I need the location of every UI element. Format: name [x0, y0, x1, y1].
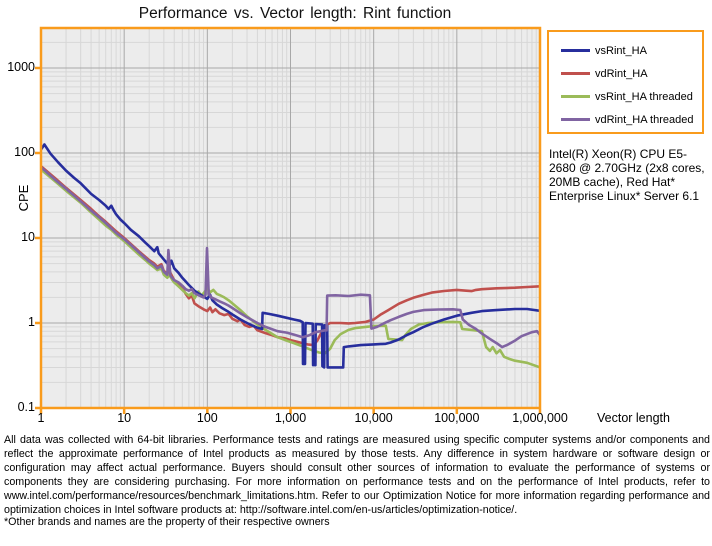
legend-entry: vsRint_HA	[561, 39, 702, 62]
legend-entry-label: vdRint_HA threaded	[595, 113, 694, 126]
y-axis-label: CPE	[16, 184, 31, 212]
legend-entry: vdRint_HA	[561, 62, 702, 85]
series-vdRint_HA-threaded	[41, 165, 540, 349]
x-axis-tick-label: 100,000	[434, 411, 480, 425]
x-axis-label: Vector length	[597, 411, 670, 425]
legend-line-swatch	[561, 118, 590, 121]
x-axis-tick-label: 1	[37, 411, 45, 425]
legend-line-swatch	[561, 72, 590, 75]
legend-entry-label: vsRint_HA threaded	[595, 90, 693, 103]
x-axis-tick-label: 1,000	[274, 411, 307, 425]
y-axis-tick-label: 1000	[7, 60, 35, 74]
system-info-note: Intel(R) Xeon(R) CPU E5-2680 @ 2.70GHz (…	[549, 147, 705, 203]
y-axis-tick-label: 10	[21, 230, 35, 244]
legend-entry-label: vsRint_HA	[595, 44, 647, 57]
series-vsRint_HA-threaded	[41, 168, 540, 369]
footer-brands-note: *Other brands and names are the property…	[4, 516, 330, 528]
y-axis-tick-label: 100	[14, 145, 35, 159]
legend-entry: vsRint_HA threaded	[561, 85, 702, 108]
series-vsRint_HA	[41, 143, 540, 369]
y-axis-tick-label: 0.1	[17, 400, 35, 414]
y-axis-tick-label: 1	[28, 315, 35, 329]
legend: vsRint_HA vdRint_HA vsRint_HA threaded vdRi…	[547, 30, 704, 134]
legend-entry-label: vdRint_HA	[595, 67, 648, 80]
legend-entry: vdRint_HA threaded	[561, 108, 702, 131]
x-axis-tick-label: 10	[117, 411, 132, 425]
chart-title: Performance vs. Vector length: Rint func…	[138, 5, 452, 22]
x-axis-tick-label: 100	[196, 411, 218, 425]
legend-line-swatch	[561, 49, 590, 52]
x-axis-tick-label: 1,000,000	[512, 411, 568, 425]
legend-line-swatch	[561, 95, 590, 98]
footer-disclaimer: All data was collected with 64-bit libra…	[4, 434, 710, 516]
x-axis-tick-label: 10,000	[354, 411, 393, 425]
